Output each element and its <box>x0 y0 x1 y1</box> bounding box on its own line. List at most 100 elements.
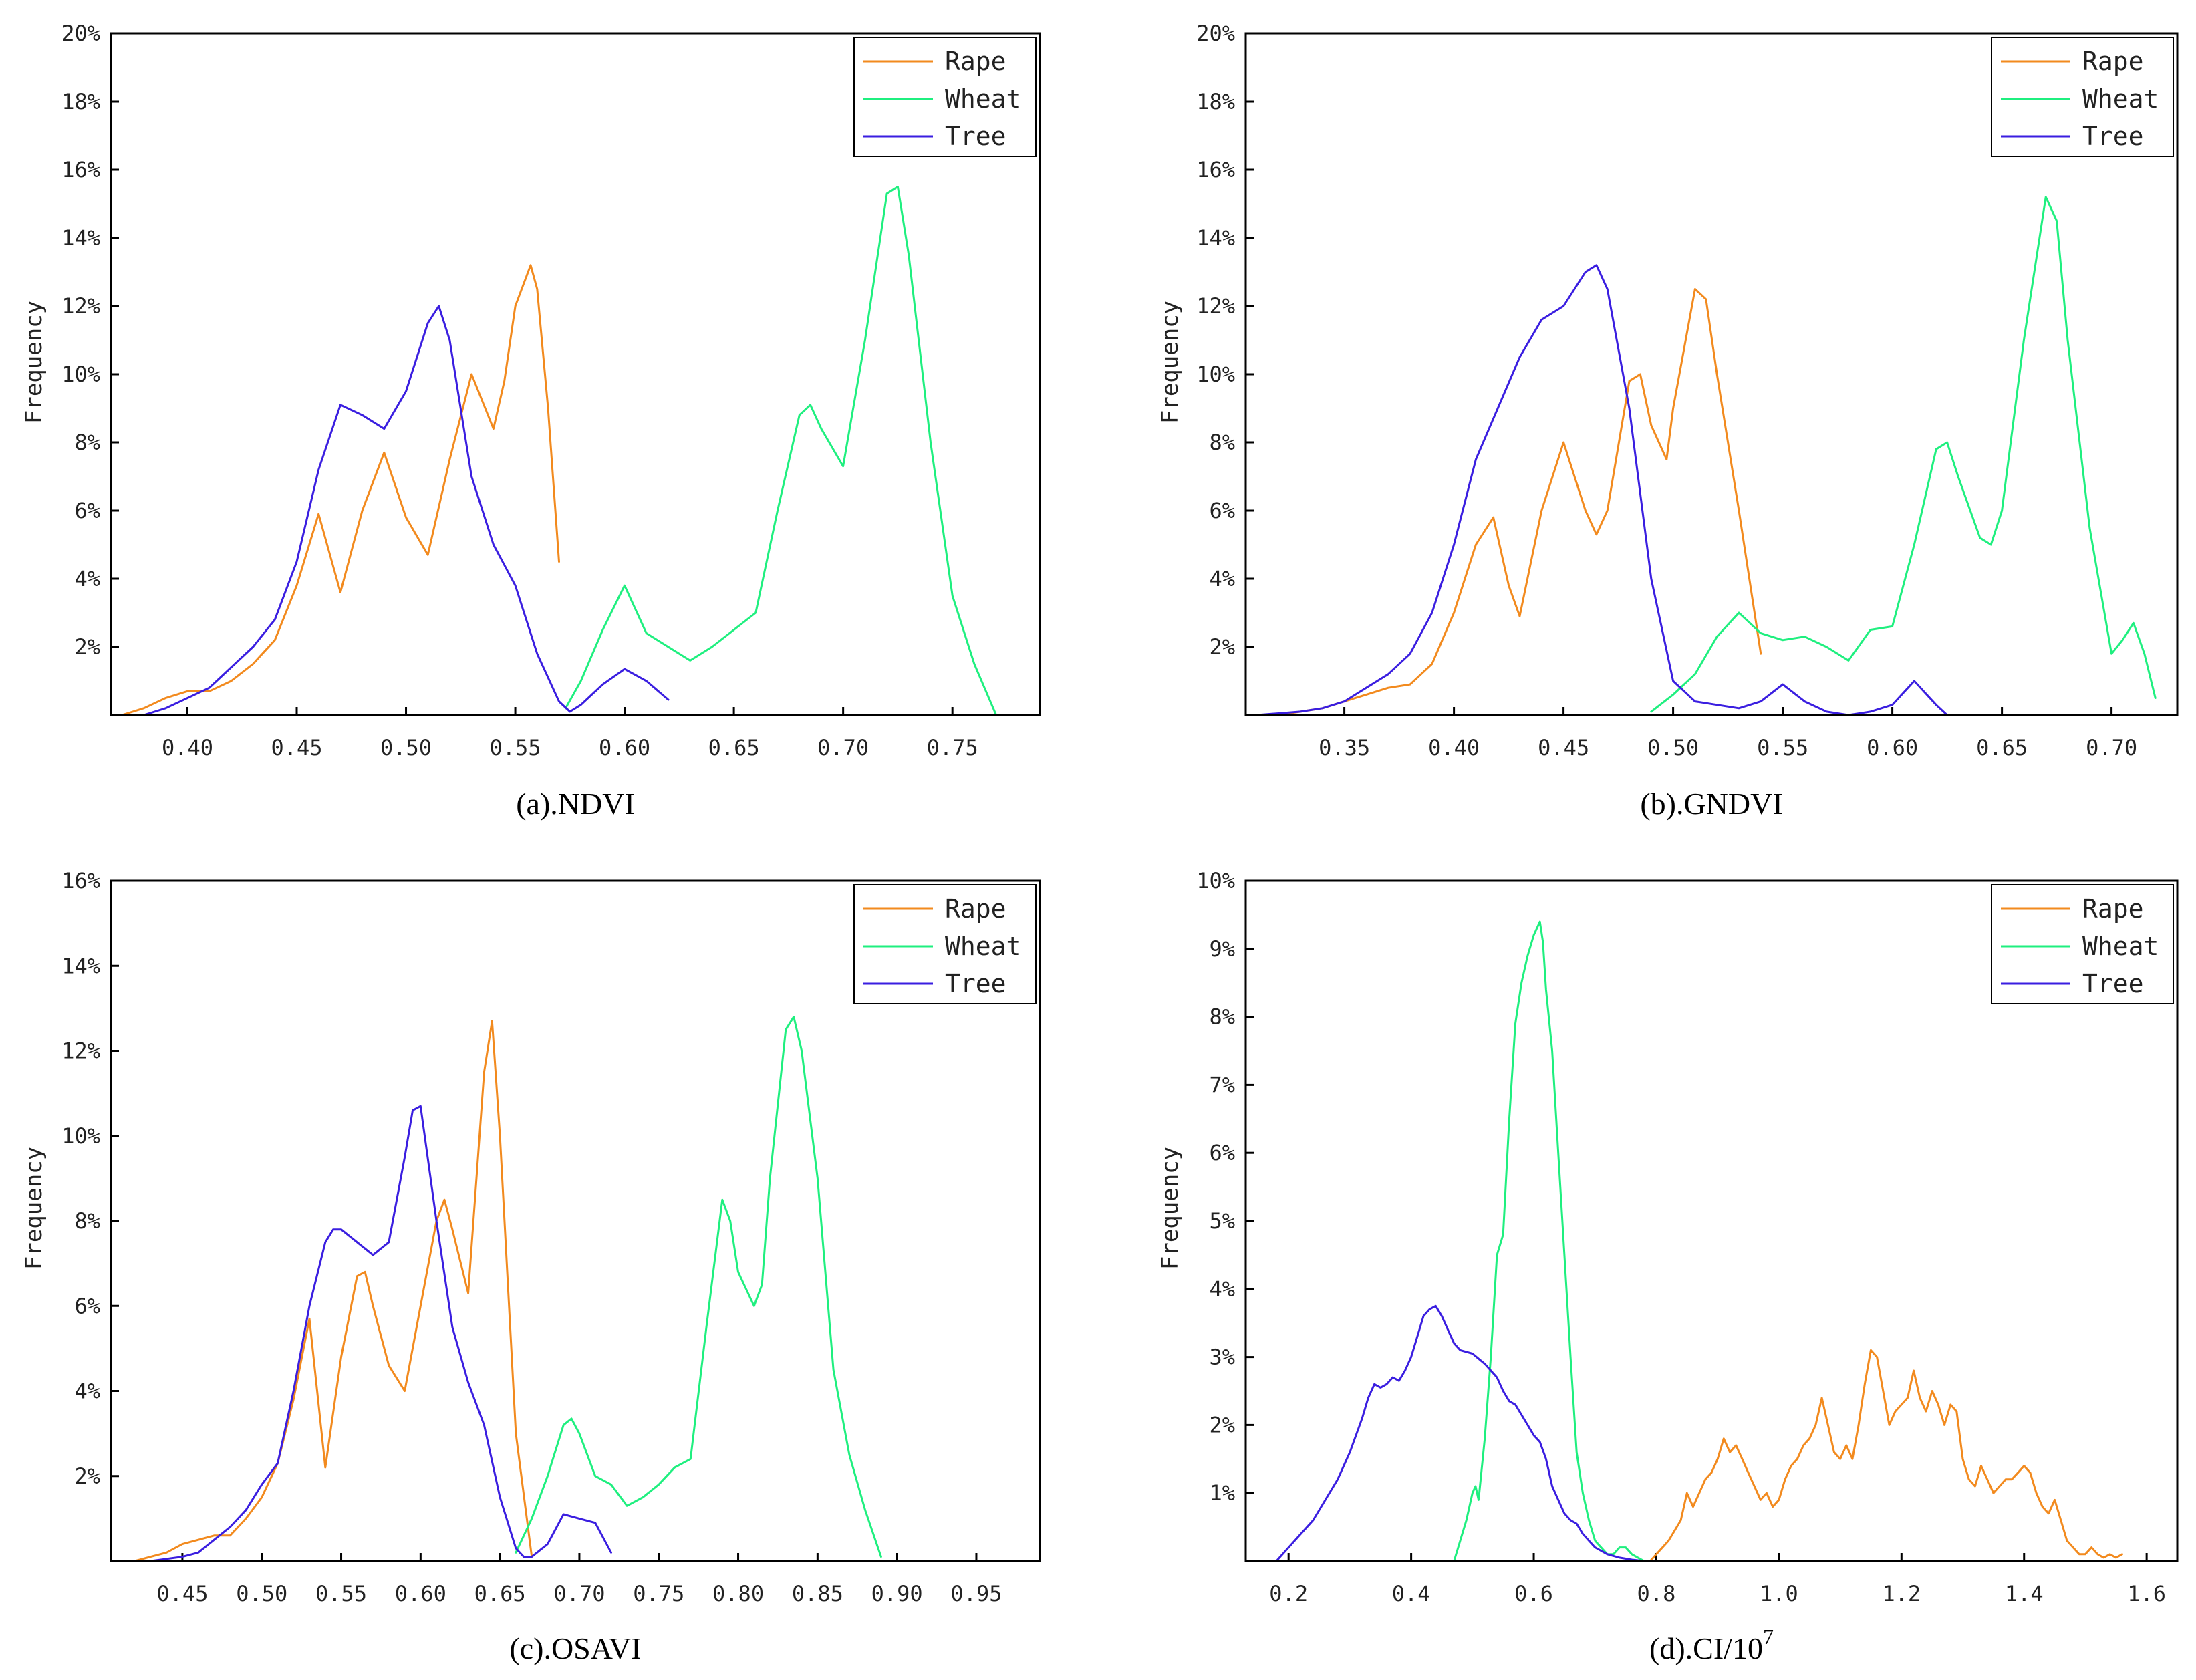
y-tick-label: 2% <box>74 1463 100 1489</box>
x-tick-label: 0.55 <box>1757 735 1808 760</box>
panel-caption: (a).NDVI <box>516 787 635 821</box>
series-line-wheat <box>1453 920 1645 1562</box>
x-tick-label: 0.55 <box>490 735 541 760</box>
axis-ticks: 0.45 0.50 0.55 0.60 0.65 0.70 0.75 0.80 0.85 0.90… <box>61 868 1002 1606</box>
x-tick-label: 0.50 <box>236 1581 287 1606</box>
y-tick-label: 4% <box>74 1379 100 1404</box>
series-line-wheat <box>515 1016 882 1558</box>
plot-frame <box>110 879 1041 1562</box>
x-tick-label: 0.40 <box>162 735 213 760</box>
y-tick-label: 16% <box>61 868 100 893</box>
x-tick-label: 1.0 <box>1760 1581 1798 1606</box>
y-tick-label: 16% <box>61 157 100 182</box>
y-tick-label: 16% <box>1196 157 1235 182</box>
x-tick-label: 0.45 <box>1538 735 1589 760</box>
y-tick-label: 12% <box>61 293 100 319</box>
axis-ticks: 0.2 0.4 0.6 0.8 1.0 1.2 1.4 1.6 1% 2% 3% 4% 5% 6% 7% 8%… <box>1196 868 2166 1606</box>
x-tick-label: 0.95 <box>950 1581 1002 1606</box>
series-line-tree <box>1255 264 1949 716</box>
axis-ticks: 0.40 0.45 0.50 0.55 0.60 0.65 0.70 0.75 2% 4% 6% 8%… <box>61 21 978 760</box>
series-line-tree <box>142 305 670 716</box>
x-tick-label: 0.4 <box>1392 1581 1431 1606</box>
legend-label-tree: Tree <box>945 122 1006 151</box>
x-tick-label: 0.65 <box>708 735 760 760</box>
legend-label-tree: Tree <box>2082 122 2144 151</box>
legend-label-wheat: Wheat <box>2082 932 2159 961</box>
y-tick-label: 4% <box>74 566 100 591</box>
x-tick-label: 0.2 <box>1269 1581 1308 1606</box>
series-line-wheat <box>1650 196 2157 713</box>
x-tick-label: 0.45 <box>156 1581 208 1606</box>
y-tick-label: 8% <box>1209 430 1235 455</box>
y-tick-label: 18% <box>61 89 100 114</box>
x-tick-label: 0.60 <box>599 735 650 760</box>
panel-osavi: Frequency 0.45 0.50 0.55 0.60 0.65 0.70 0.75 0.… <box>21 868 1041 1665</box>
series-line-rape <box>134 1020 533 1562</box>
y-axis-label: Frequency <box>21 1147 47 1270</box>
x-tick-label: 0.45 <box>271 735 322 760</box>
y-tick-label: 6% <box>1209 498 1235 523</box>
x-tick-label: 0.6 <box>1514 1581 1553 1606</box>
y-tick-label: 7% <box>1209 1072 1235 1097</box>
legend: Rape Wheat Tree <box>1991 37 2174 157</box>
panel-caption: (b).GNDVI <box>1640 787 1782 821</box>
plot-frame <box>110 32 1041 716</box>
y-tick-label: 14% <box>61 953 100 978</box>
y-tick-label: 12% <box>61 1038 100 1064</box>
y-tick-label: 10% <box>1196 362 1235 387</box>
y-tick-label: 8% <box>1209 1004 1235 1030</box>
y-axis-label: Frequency <box>1157 1147 1184 1270</box>
legend-label-rape: Rape <box>2082 47 2144 76</box>
series-line-rape <box>1277 288 1762 716</box>
series-lines <box>1275 920 2123 1562</box>
y-tick-label: 4% <box>1209 566 1235 591</box>
legend: Rape Wheat Tree <box>1991 884 2174 1004</box>
plot-frame <box>1244 32 2179 716</box>
x-tick-label: 0.40 <box>1428 735 1480 760</box>
y-tick-label: 12% <box>1196 293 1235 319</box>
y-tick-label: 6% <box>74 1293 100 1318</box>
y-axis-label: Frequency <box>1157 301 1184 424</box>
x-tick-label: 0.50 <box>1647 735 1699 760</box>
panel-caption: (d).CI/107 <box>1649 1625 1774 1665</box>
series-line-tree <box>1275 1304 1645 1562</box>
y-tick-label: 10% <box>61 1123 100 1149</box>
y-tick-label: 9% <box>1209 936 1235 962</box>
y-tick-label: 18% <box>1196 89 1235 114</box>
x-tick-label: 0.75 <box>927 735 978 760</box>
legend-label-tree: Tree <box>945 969 1006 998</box>
legend-label-wheat: Wheat <box>945 932 1021 961</box>
x-tick-label: 0.8 <box>1637 1581 1676 1606</box>
legend: Rape Wheat Tree <box>853 884 1037 1004</box>
legend-label-tree: Tree <box>2082 969 2144 998</box>
y-tick-label: 10% <box>61 362 100 387</box>
panel-caption: (c).OSAVI <box>509 1631 641 1665</box>
y-tick-label: 10% <box>1196 868 1235 893</box>
y-tick-label: 6% <box>74 498 100 523</box>
x-tick-label: 0.75 <box>633 1581 684 1606</box>
legend-label-wheat: Wheat <box>945 84 1021 114</box>
y-tick-label: 14% <box>1196 225 1235 251</box>
y-tick-label: 1% <box>1209 1480 1235 1506</box>
x-tick-label: 0.70 <box>817 735 869 760</box>
panel-ci: Frequency 0.2 0.4 0.6 0.8 1.0 1.2 1.4 1.6 1% 2% 3%… <box>1157 868 2179 1665</box>
series-lines <box>120 186 998 716</box>
x-tick-label: 1.4 <box>2005 1581 2044 1606</box>
caption-superscript: 7 <box>1763 1625 1774 1649</box>
panel-ndvi: Frequency 0.40 0.45 0.50 0.55 0.60 0.65 0.70 0.… <box>21 21 1041 821</box>
x-tick-label: 0.70 <box>553 1581 605 1606</box>
series-line-wheat <box>564 186 998 716</box>
y-tick-label: 8% <box>74 1208 100 1234</box>
caption-main: (d).CI/10 <box>1649 1631 1763 1665</box>
x-tick-label: 0.65 <box>1976 735 2028 760</box>
y-tick-label: 6% <box>1209 1140 1235 1165</box>
x-tick-label: 0.60 <box>395 1581 446 1606</box>
legend-label-rape: Rape <box>2082 894 2144 924</box>
x-tick-label: 0.80 <box>712 1581 764 1606</box>
x-tick-label: 0.55 <box>315 1581 367 1606</box>
legend-label-rape: Rape <box>945 894 1006 924</box>
x-tick-label: 0.65 <box>474 1581 526 1606</box>
x-tick-label: 0.90 <box>871 1581 923 1606</box>
legend-label-rape: Rape <box>945 47 1006 76</box>
series-lines <box>134 1016 882 1562</box>
